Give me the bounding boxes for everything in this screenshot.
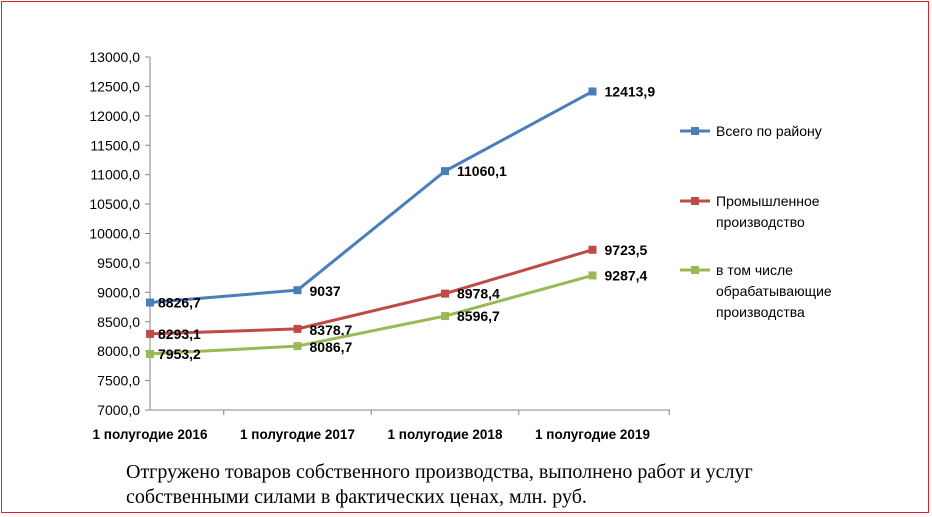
- y-tick-label: 8000,0: [97, 343, 140, 359]
- data-point-marker: [588, 271, 597, 280]
- legend-swatch-marker: [691, 197, 699, 205]
- data-point-marker: [146, 329, 154, 338]
- data-label: 9037: [310, 283, 341, 299]
- legend-label: обрабатывающие: [716, 283, 832, 299]
- y-tick-label: 9500,0: [97, 255, 140, 271]
- y-tick-label: 11500,0: [90, 137, 140, 153]
- x-tick-label: 1 полугодие 2016: [93, 427, 208, 442]
- legend-label: в том числе: [716, 262, 793, 278]
- legend-swatch-marker: [691, 127, 699, 135]
- series-line-1: [149, 248, 593, 336]
- data-point-marker: [588, 87, 597, 96]
- data-label: 8596,7: [457, 308, 500, 324]
- data-point-marker: [293, 286, 302, 295]
- series-line-2: [149, 273, 593, 356]
- legend-label: производства: [716, 304, 805, 320]
- data-label: 9287,4: [605, 267, 648, 283]
- data-point-marker: [293, 324, 302, 333]
- y-tick-label: 12500,0: [89, 78, 140, 94]
- legend-label: производство: [716, 214, 805, 230]
- data-point-marker: [588, 245, 597, 254]
- data-point-marker: [146, 349, 154, 358]
- series-line-0: [149, 90, 594, 305]
- y-tick-label: 11000,0: [90, 167, 140, 183]
- x-tick-label: 1 полугодие 2019: [535, 427, 650, 442]
- x-tick-label: 1 полугодие 2018: [388, 427, 503, 442]
- y-tick-label: 10500,0: [89, 196, 140, 212]
- legend-swatch-marker: [691, 266, 699, 274]
- y-tick-label: 12000,0: [89, 108, 140, 124]
- legend-label: Всего по району: [716, 123, 822, 139]
- y-tick-label: 9000,0: [97, 284, 140, 300]
- data-label: 8378,7: [310, 322, 353, 338]
- data-point-marker: [293, 342, 302, 351]
- y-tick-label: 7000,0: [97, 402, 140, 418]
- data-point-marker: [441, 312, 449, 321]
- chart-caption: Отгружено товаров собственного производс…: [126, 461, 753, 508]
- data-label: 9723,5: [605, 242, 648, 258]
- data-label: 7953,2: [158, 346, 201, 362]
- data-point-marker: [441, 167, 449, 176]
- y-tick-label: 8500,0: [97, 314, 140, 330]
- data-point-marker: [441, 289, 449, 298]
- y-tick-label: 7500,0: [97, 373, 140, 389]
- data-label: 12413,9: [605, 83, 656, 99]
- y-tick-label: 10000,0: [89, 226, 140, 242]
- x-tick-label: 1 полугодие 2017: [240, 427, 355, 442]
- data-point-marker: [146, 298, 154, 307]
- y-tick-label: 13000,0: [89, 49, 140, 65]
- data-label: 8293,1: [158, 326, 201, 342]
- data-label: 8826,7: [158, 295, 201, 311]
- data-label: 8978,4: [457, 286, 500, 302]
- data-label: 11060,1: [457, 163, 507, 179]
- data-label: 8086,7: [310, 339, 353, 355]
- legend-label: Промышленное: [716, 193, 820, 209]
